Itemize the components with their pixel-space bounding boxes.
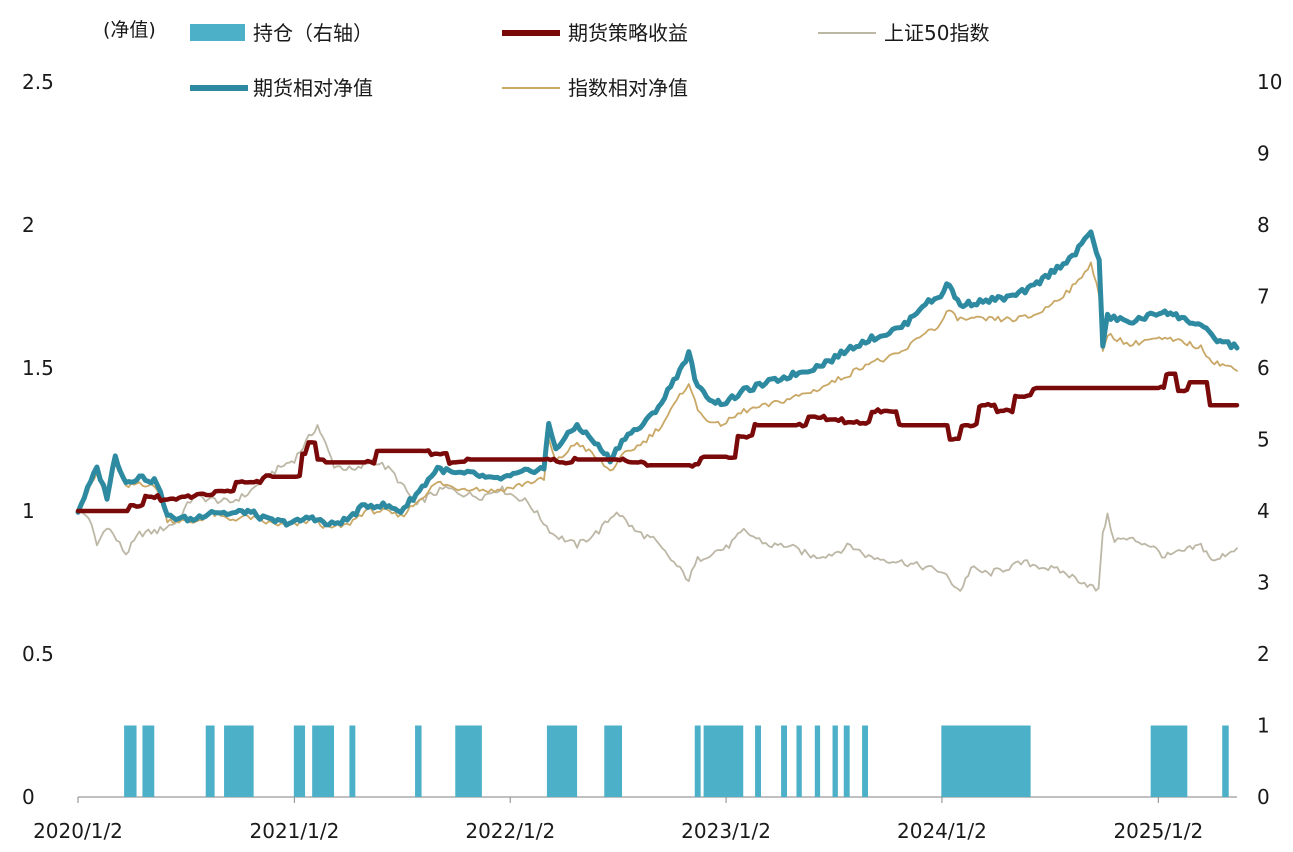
right-tick-label: 7	[1257, 285, 1270, 309]
position-bar	[1222, 725, 1229, 797]
position-bar	[224, 725, 254, 797]
position-bar	[415, 725, 422, 797]
x-tick-label: 2025/1/2	[1113, 819, 1203, 843]
right-tick-label: 3	[1257, 571, 1270, 595]
right-tick-label: 0	[1257, 785, 1270, 809]
left-tick-label: 1	[22, 499, 35, 523]
position-bar	[142, 725, 155, 797]
futures-relative-line	[75, 229, 1240, 528]
x-tick-label: 2020/1/2	[33, 819, 123, 843]
left-tick-label: 0	[22, 785, 35, 809]
left-tick-label: 1.5	[22, 356, 54, 380]
position-bar	[546, 725, 578, 797]
position-bar	[843, 725, 850, 797]
position-bar	[124, 725, 137, 797]
right-tick-label: 9	[1257, 142, 1270, 166]
legend: (净值) 持仓（右轴） 期货策略收益 上证50指数 期货相对净值 指数相对净值	[103, 19, 989, 100]
x-axis-ticks: 2020/1/2 2021/1/2 2022/1/2 2023/1/2 2024/1/2…	[33, 797, 1203, 843]
position-bar	[755, 725, 761, 797]
position-bars	[124, 725, 1229, 797]
position-bar	[604, 725, 623, 797]
right-tick-label: 5	[1257, 428, 1270, 452]
right-tick-label: 2	[1257, 642, 1270, 666]
position-bar	[814, 725, 821, 797]
position-bar	[455, 725, 482, 797]
left-axis-ticks: 0 0.5 1 1.5 2 2.5	[22, 70, 54, 809]
position-bar	[941, 725, 1031, 797]
left-axis-unit-label: (净值)	[103, 19, 156, 41]
x-tick-label: 2022/1/2	[465, 819, 555, 843]
position-bar	[205, 725, 215, 797]
x-tick-label: 2021/1/2	[250, 819, 340, 843]
position-bar	[703, 725, 744, 797]
futures-strategy-line	[75, 371, 1240, 514]
legend-label-futures-strategy: 期货策略收益	[568, 21, 688, 45]
position-bar	[796, 725, 802, 797]
sse50-line	[77, 424, 1238, 592]
position-bar	[832, 725, 838, 797]
legend-label-position: 持仓（右轴）	[253, 21, 373, 45]
position-bar	[312, 725, 335, 797]
series-lines	[75, 229, 1240, 592]
right-tick-label: 1	[1257, 714, 1270, 738]
right-tick-label: 8	[1257, 213, 1270, 237]
position-bar	[781, 725, 788, 797]
position-bar	[349, 725, 356, 797]
position-bar	[1150, 725, 1188, 797]
position-bar	[694, 725, 701, 797]
legend-swatch-position	[190, 24, 245, 41]
right-tick-label: 6	[1257, 356, 1270, 380]
position-bar	[293, 725, 306, 797]
x-tick-label: 2023/1/2	[681, 819, 771, 843]
right-axis-ticks: 0 1 2 3 4 5 6 7 8 9 10	[1257, 70, 1282, 809]
left-tick-label: 0.5	[22, 642, 54, 666]
left-tick-label: 2	[22, 213, 35, 237]
x-tick-label: 2024/1/2	[897, 819, 987, 843]
right-tick-label: 10	[1257, 70, 1282, 94]
legend-label-futures-relative: 期货相对净值	[253, 76, 373, 100]
legend-label-sse50: 上证50指数	[884, 21, 989, 45]
left-tick-label: 2.5	[22, 70, 54, 94]
position-bar	[862, 725, 869, 797]
legend-label-index-relative: 指数相对净值	[568, 76, 688, 100]
right-tick-label: 4	[1257, 499, 1270, 523]
